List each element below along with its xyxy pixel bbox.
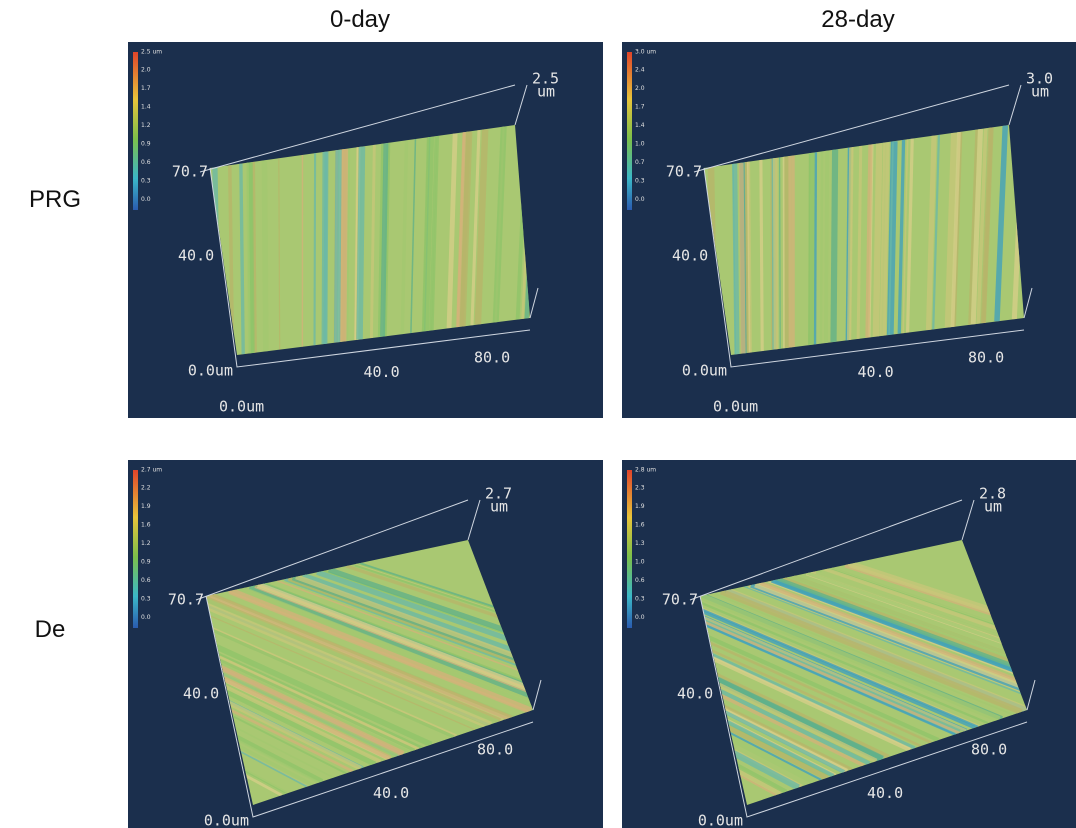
colorbar-label: 0.6 bbox=[141, 577, 151, 584]
colorbar-max: 2.7 um bbox=[141, 467, 162, 474]
colorbar-max: 2.8 um bbox=[635, 467, 656, 474]
colorbar-label: 0.0 bbox=[141, 614, 151, 621]
colorbar-label: 1.6 bbox=[141, 522, 151, 529]
x-max-label: 80.0 bbox=[968, 349, 1004, 367]
colorbar-label: 0.0 bbox=[635, 196, 645, 203]
colorbar-label: 0.7 bbox=[635, 159, 645, 166]
colorbar bbox=[627, 52, 632, 210]
colorbar-label: 0.9 bbox=[141, 559, 151, 566]
x-mid-label: 40.0 bbox=[373, 784, 409, 802]
colorbar-label: 1.0 bbox=[635, 141, 645, 148]
stripe bbox=[264, 160, 265, 351]
x-origin-label: 0.0um bbox=[713, 398, 758, 416]
stripe bbox=[775, 158, 776, 349]
stripe bbox=[809, 153, 810, 345]
colorbar-label: 1.7 bbox=[141, 85, 151, 92]
stripe bbox=[315, 153, 316, 345]
colorbar-label: 0.3 bbox=[141, 178, 151, 185]
y-max-label: 70.7 bbox=[662, 591, 698, 609]
stripe bbox=[761, 160, 762, 351]
colorbar-label: 1.2 bbox=[141, 540, 151, 547]
z-unit-label: um bbox=[490, 498, 508, 516]
stripe bbox=[826, 151, 827, 343]
y-origin-label: 0.0um bbox=[204, 812, 249, 828]
colorbar-label: 1.9 bbox=[141, 503, 151, 510]
colorbar-label: 2.4 bbox=[635, 67, 645, 74]
x-mid-label: 40.0 bbox=[364, 363, 400, 381]
stripe bbox=[876, 143, 879, 336]
colorbar-label: 1.9 bbox=[635, 503, 645, 510]
x-max-label: 80.0 bbox=[971, 741, 1007, 759]
y-origin-label: 0.0um bbox=[188, 362, 233, 380]
colorbar-label: 0.6 bbox=[635, 577, 645, 584]
colorbar-label: 0.6 bbox=[141, 159, 151, 166]
stripe bbox=[337, 150, 338, 342]
colorbar bbox=[133, 52, 138, 210]
y-mid-label: 40.0 bbox=[178, 247, 214, 265]
z-unit-label: um bbox=[984, 498, 1002, 516]
x-mid-label: 40.0 bbox=[867, 784, 903, 802]
stripe bbox=[811, 153, 812, 345]
x-origin-label: 0.0um bbox=[219, 398, 264, 416]
colorbar-label: 2.2 bbox=[141, 485, 151, 492]
x-max-label: 80.0 bbox=[477, 741, 513, 759]
x-max-label: 80.0 bbox=[474, 349, 510, 367]
panel: 2.5 um2.01.71.41.20.90.60.30.02.5um70.74… bbox=[128, 42, 603, 418]
y-max-label: 70.7 bbox=[666, 163, 702, 181]
y-max-label: 70.7 bbox=[172, 163, 208, 181]
colorbar-label: 0.9 bbox=[141, 141, 151, 148]
stripe bbox=[325, 152, 326, 344]
z-unit-label: um bbox=[537, 83, 555, 101]
figure: 0-day 28-day PRG De 2.5 um2.01.71.41.20.… bbox=[0, 0, 1076, 828]
panel: 3.0 um2.42.01.71.41.00.70.30.03.0um70.74… bbox=[622, 42, 1076, 418]
y-mid-label: 40.0 bbox=[672, 247, 708, 265]
panel: 2.7 um2.21.91.61.20.90.60.30.02.7um70.74… bbox=[0, 460, 670, 828]
stripe bbox=[383, 143, 386, 336]
colorbar-label: 1.4 bbox=[141, 104, 151, 111]
colorbar-label: 2.0 bbox=[635, 85, 645, 92]
stripe bbox=[360, 147, 362, 340]
stripe bbox=[735, 164, 737, 355]
y-origin-label: 0.0um bbox=[682, 362, 727, 380]
stripe bbox=[241, 164, 243, 355]
stripe bbox=[834, 150, 836, 343]
colorbar bbox=[627, 470, 632, 628]
colorbar-label: 1.6 bbox=[635, 522, 645, 529]
stripe bbox=[815, 152, 816, 344]
y-origin-label: 0.0um bbox=[698, 812, 743, 828]
colorbar-label: 1.7 bbox=[635, 104, 645, 111]
colorbar-label: 1.3 bbox=[635, 540, 645, 547]
stripe bbox=[849, 147, 851, 340]
stripe bbox=[821, 151, 822, 343]
stripe bbox=[780, 157, 781, 348]
colorbar bbox=[133, 470, 138, 628]
colorbar-label: 2.0 bbox=[141, 67, 151, 74]
colorbar-label: 1.4 bbox=[635, 122, 645, 129]
colorbar-label: 0.3 bbox=[141, 596, 151, 603]
colorbar-label: 0.3 bbox=[635, 178, 645, 185]
colorbar-label: 1.2 bbox=[141, 122, 151, 129]
z-unit-label: um bbox=[1031, 83, 1049, 101]
colorbar-label: 0.3 bbox=[635, 596, 645, 603]
colorbar-max: 2.5 um bbox=[141, 49, 162, 56]
colorbar-max: 3.0 um bbox=[635, 49, 656, 56]
x-mid-label: 40.0 bbox=[858, 363, 894, 381]
panels: 2.5 um2.01.71.41.20.90.60.30.02.5um70.74… bbox=[0, 0, 1076, 828]
y-mid-label: 40.0 bbox=[183, 685, 219, 703]
y-max-label: 70.7 bbox=[168, 591, 204, 609]
colorbar-label: 0.0 bbox=[141, 196, 151, 203]
stripe bbox=[883, 142, 887, 336]
y-mid-label: 40.0 bbox=[677, 685, 713, 703]
colorbar-label: 1.0 bbox=[635, 559, 645, 566]
colorbar-label: 0.0 bbox=[635, 614, 645, 621]
colorbar-label: 2.3 bbox=[635, 485, 645, 492]
stripe bbox=[343, 149, 345, 342]
stripe bbox=[741, 163, 743, 354]
